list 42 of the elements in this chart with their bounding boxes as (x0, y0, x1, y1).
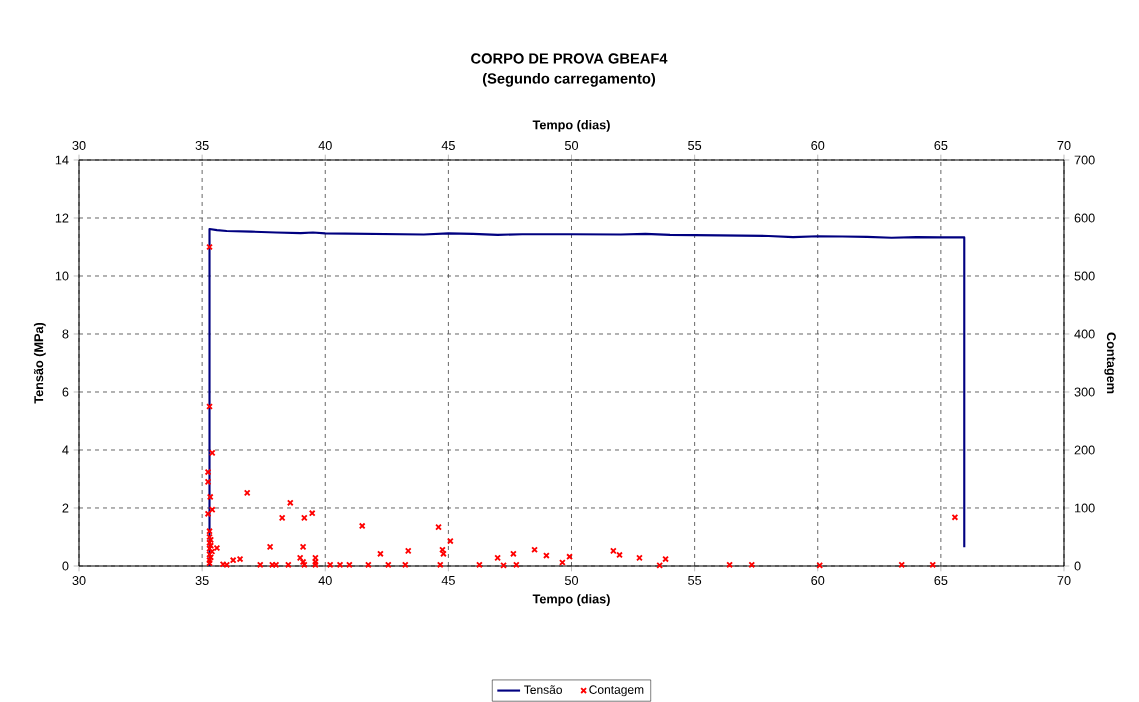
y2-tick-label: 600 (1074, 213, 1095, 223)
x-tick-label: 40 (318, 576, 332, 585)
y2-tick-label: 500 (1074, 271, 1095, 281)
x-tick-label: 65 (934, 576, 948, 585)
x2-tick-label: 70 (1057, 140, 1071, 150)
y2-tick-label: 400 (1074, 329, 1095, 339)
y-tick-label: 4 (62, 445, 69, 455)
legend-label: Contagem (589, 685, 644, 697)
x2-tick-label: 45 (441, 141, 455, 150)
x2-tick-label: 35 (195, 140, 209, 150)
chart-subtitle: (Segundo carregamento) (482, 72, 656, 87)
x2-tick-label: 65 (934, 140, 948, 150)
x-tick-label: 50 (564, 576, 579, 585)
y-tick-label: 6 (62, 387, 69, 397)
x2-axis-title: Tempo (dias) (532, 120, 610, 132)
x-tick-label: 45 (441, 576, 455, 585)
y-tick-label: 8 (62, 329, 69, 339)
y-tick-label: 12 (55, 213, 69, 223)
x-tick-label: 30 (72, 576, 86, 585)
x2-tick-label: 30 (72, 140, 86, 150)
x-axis-title: Tempo (dias) (532, 594, 610, 606)
x2-tick-label: 50 (564, 140, 579, 150)
x-tick-label: 35 (195, 576, 209, 585)
y-tick-label: 2 (62, 503, 69, 513)
y-axis-title: Tensão (MPa) (33, 322, 46, 404)
y2-tick-label: 200 (1074, 445, 1095, 455)
x2-tick-label: 55 (688, 141, 702, 150)
chart-title: CORPO DE PROVA GBEAF4 (471, 53, 668, 64)
y-tick-label: 0 (62, 561, 69, 571)
x-tick-label: 60 (811, 576, 825, 585)
x-tick-label: 55 (688, 576, 702, 585)
x2-tick-label: 40 (318, 140, 332, 150)
y-tick-label: 10 (55, 271, 69, 281)
y2-tick-label: 0 (1074, 561, 1081, 571)
x2-tick-label: 60 (811, 140, 825, 150)
y2-tick-label: 700 (1074, 155, 1095, 165)
y-tick-label: 14 (55, 155, 69, 165)
y2-tick-label: 300 (1074, 387, 1095, 397)
x-tick-label: 70 (1057, 576, 1071, 585)
y2-tick-label: 100 (1075, 503, 1095, 513)
legend-label: Tensão (524, 685, 562, 694)
y2-axis-title: Contagem (1104, 332, 1116, 394)
